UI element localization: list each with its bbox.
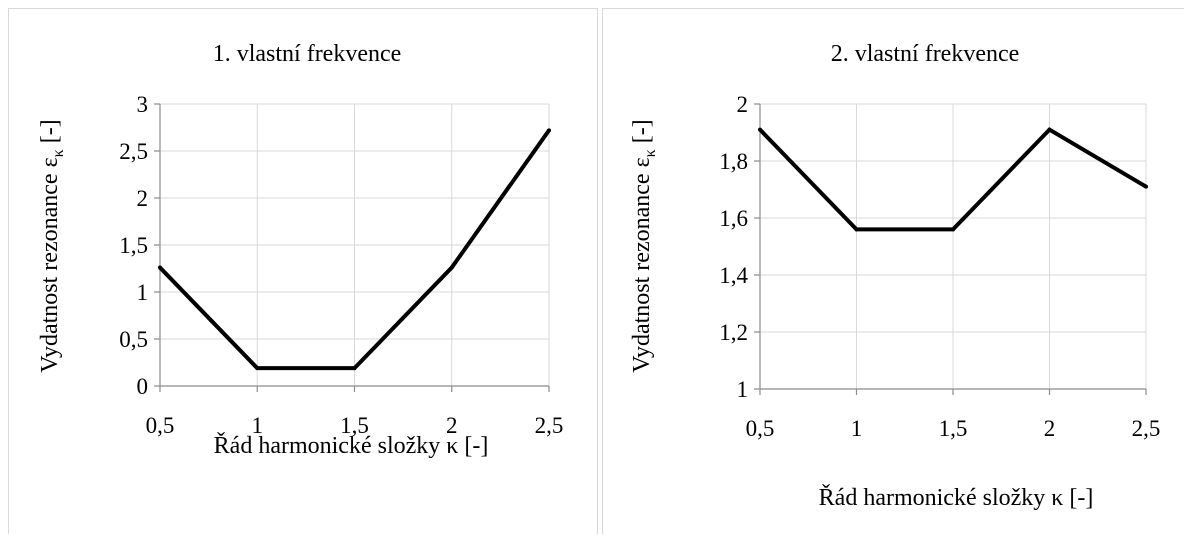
chart-2-y-tick-label: 2	[737, 92, 749, 117]
chart-1-data-point-4	[547, 128, 551, 133]
chart-1-y-axis-label-sub: κ	[50, 149, 67, 157]
chart-2-title: 2. vlastní frekvence	[831, 41, 1020, 67]
chart-1-y-tick-label: 1,5	[119, 233, 148, 258]
chart-1-y-axis-label-main: Vydatnost rezonance ε	[37, 157, 63, 372]
chart-2-y-tick-label: 1,6	[719, 206, 748, 231]
chart-1-x-tick-label: 0,5	[146, 413, 175, 438]
chart-1-data-point-1	[255, 366, 260, 371]
chart-1-x-tick-label: 1	[252, 413, 264, 438]
chart-panel-1: 1. vlastní frekvence 0 0,5 1 1,5 2 2,5 3 0,5 1 1,5…	[8, 8, 598, 534]
chart-1-x-tick-label: 1,5	[340, 413, 369, 438]
chart-2-x-axis-label: Řád harmonické složky κ [-]	[819, 485, 1094, 511]
chart-2-data-point-0	[758, 127, 762, 132]
chart-1-y-tick-label: 3	[137, 92, 149, 117]
chart-1-y-tick-label: 0	[137, 374, 149, 399]
chart-1-x-axis-label: Řád harmonické složky κ [-]	[214, 433, 489, 459]
chart-panel-2: 2. vlastní frekvence 1 1,2 1,4 1,6 1,8 2 0,5 1 1,…	[602, 8, 1184, 534]
chart-1-title: 1. vlastní frekvence	[213, 41, 402, 67]
chart-1-y-axis-label: Vydatnost rezonance εκ [-]	[37, 119, 67, 372]
chart-2-y-tick-label: 1,8	[719, 149, 748, 174]
chart-2-y-axis-label: Vydatnost rezonance εκ [-]	[629, 119, 659, 372]
chart-2-data-point-2	[951, 227, 955, 232]
chart-2-data-point-3	[1047, 127, 1052, 132]
chart-2-x-tick-label: 2,5	[1132, 416, 1161, 441]
chart-2-svg: 2. vlastní frekvence 1 1,2 1,4 1,6 1,8 2 0,5 1 1,…	[629, 41, 1161, 511]
chart-1-y-tick-label: 1	[137, 280, 149, 305]
chart-1-y-axis-label-suffix: [-]	[37, 119, 63, 149]
chart-2-data-point-4	[1144, 184, 1148, 189]
chart-2-data-point-1	[854, 227, 859, 232]
chart-2-y-tick-label: 1	[737, 377, 749, 402]
chart-1-data-point-0	[158, 265, 162, 270]
chart-1-x-tick-label: 2,5	[535, 413, 564, 438]
chart-2-y-axis-label-suffix: [-]	[629, 119, 655, 149]
chart-1-data-point-3	[449, 265, 454, 270]
chart-2-y-tick-label: 1,2	[719, 320, 748, 345]
chart-1-y-tick-label: 2	[137, 186, 149, 211]
chart-2-y-tick-label: 1,4	[719, 263, 748, 288]
chart-1-y-tick-label: 2,5	[119, 139, 148, 164]
chart-1-svg: 1. vlastní frekvence 0 0,5 1 1,5 2 2,5 3 0,5 1 1,5…	[37, 41, 564, 459]
chart-2-x-tick-label: 2	[1044, 416, 1056, 441]
chart-2-x-tick-label: 1,5	[939, 416, 968, 441]
chart-2-y-axis-label-sub: κ	[642, 149, 659, 157]
chart-1-y-tick-label: 0,5	[119, 327, 148, 352]
chart-2-y-axis-label-main: Vydatnost rezonance ε	[629, 157, 655, 372]
chart-2-x-tick-label: 0,5	[746, 416, 775, 441]
chart-1-data-point-2	[352, 366, 357, 371]
chart-1-x-tick-label: 2	[446, 413, 458, 438]
chart-2-x-tick-label: 1	[851, 416, 863, 441]
